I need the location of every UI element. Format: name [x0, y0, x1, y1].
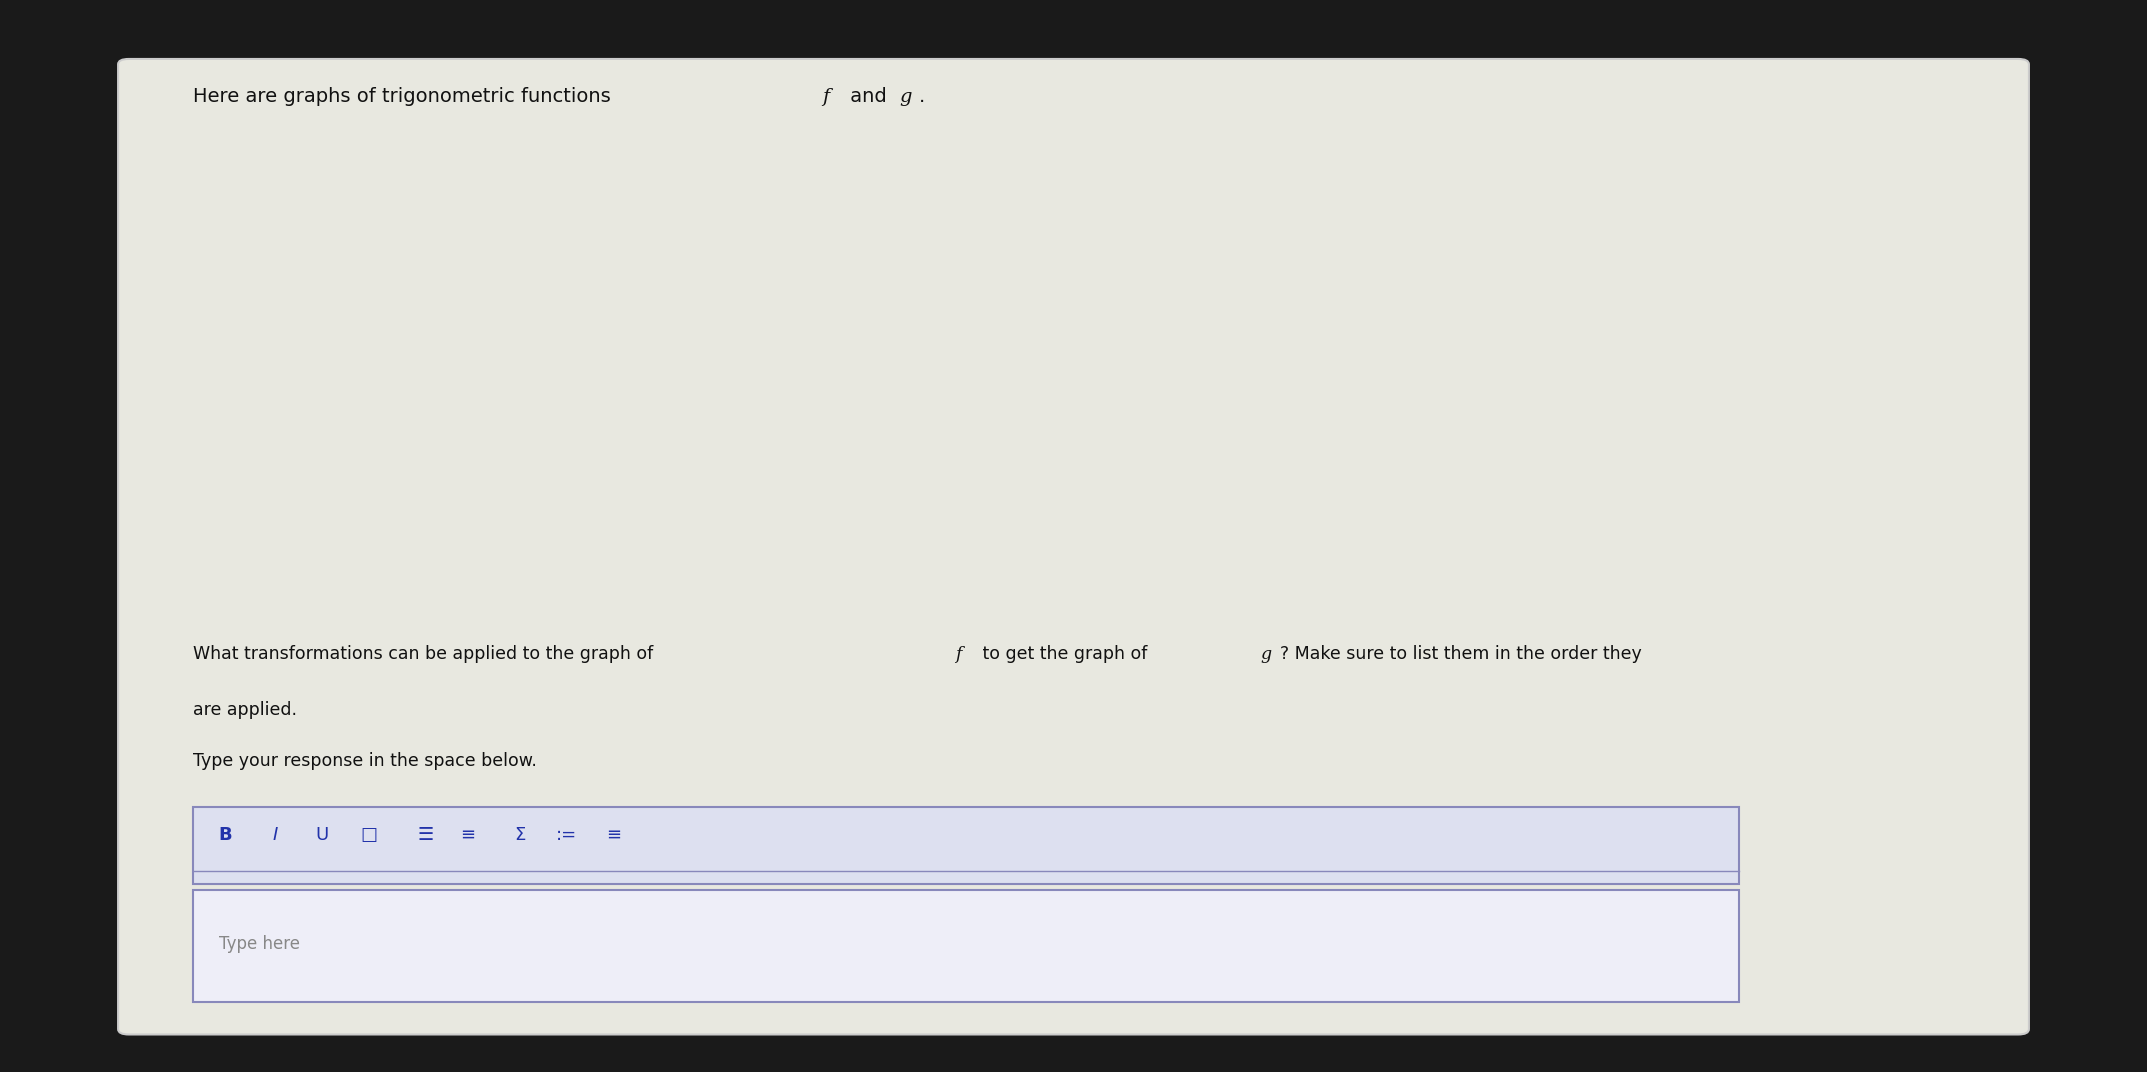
Text: f: f: [1370, 175, 1374, 192]
Text: What transformations can be applied to the graph of: What transformations can be applied to t…: [193, 645, 659, 664]
Text: to get the graph of: to get the graph of: [977, 645, 1153, 664]
Text: and: and: [844, 87, 893, 106]
Text: g: g: [900, 88, 912, 106]
Text: □: □: [361, 825, 378, 844]
Text: g: g: [1142, 581, 1153, 598]
Text: Σ: Σ: [513, 825, 526, 844]
Text: U: U: [316, 825, 328, 844]
Text: x: x: [1666, 393, 1675, 407]
Text: .: .: [919, 87, 925, 106]
Text: Type here: Type here: [219, 935, 301, 953]
Text: f: f: [955, 646, 962, 664]
Text: y: y: [1086, 132, 1095, 146]
Text: Type your response in the space below.: Type your response in the space below.: [193, 753, 537, 771]
Text: ≡: ≡: [459, 825, 477, 844]
Text: :=: :=: [556, 825, 578, 844]
Text: I: I: [273, 825, 277, 844]
Text: Here are graphs of trigonometric functions: Here are graphs of trigonometric functio…: [193, 87, 616, 106]
Text: B: B: [219, 825, 232, 844]
Text: f: f: [822, 88, 829, 106]
Text: g: g: [1260, 646, 1271, 664]
Text: are applied.: are applied.: [193, 701, 296, 719]
Text: ? Make sure to list them in the order they: ? Make sure to list them in the order th…: [1280, 645, 1640, 664]
Text: ≡: ≡: [605, 825, 623, 844]
Text: ☰: ☰: [417, 825, 434, 844]
